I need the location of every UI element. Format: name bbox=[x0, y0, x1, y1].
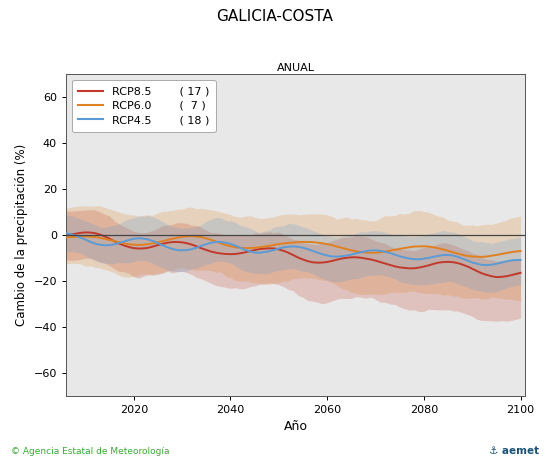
Text: GALICIA-COSTA: GALICIA-COSTA bbox=[217, 9, 333, 24]
Title: ANUAL: ANUAL bbox=[277, 63, 315, 73]
X-axis label: Año: Año bbox=[284, 420, 308, 433]
Legend: RCP8.5        ( 17 ), RCP6.0        (  7 ), RCP4.5        ( 18 ): RCP8.5 ( 17 ), RCP6.0 ( 7 ), RCP4.5 ( 18… bbox=[72, 80, 216, 132]
Text: ⚓ aemet: ⚓ aemet bbox=[489, 446, 539, 456]
Y-axis label: Cambio de la precipitación (%): Cambio de la precipitación (%) bbox=[15, 144, 28, 326]
Text: © Agencia Estatal de Meteorología: © Agencia Estatal de Meteorología bbox=[11, 448, 169, 456]
